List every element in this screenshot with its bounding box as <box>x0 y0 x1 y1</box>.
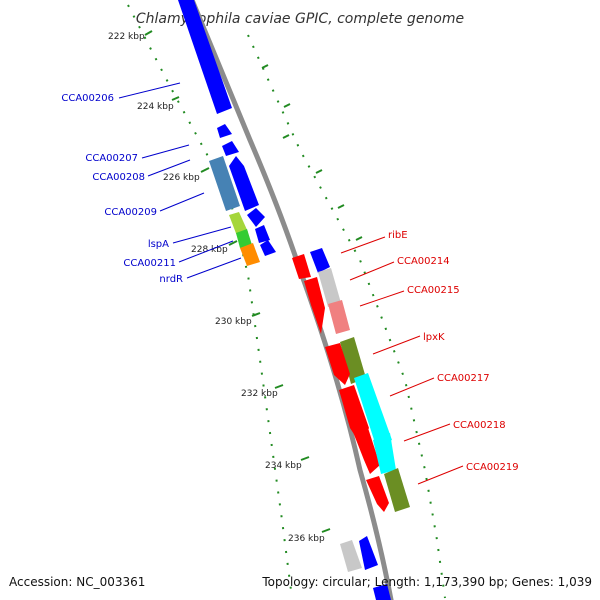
gene-blue-small-3[interactable] <box>260 240 276 256</box>
gene-label-lpxk[interactable]: lpxK <box>423 332 445 343</box>
right-gene-labels: ribE CCA00214 CCA00215 lpxK CCA00217 CCA… <box>340 230 519 485</box>
gene-red-1[interactable] <box>292 254 311 279</box>
gene-cca00211[interactable] <box>236 229 252 248</box>
tick-mark <box>282 134 290 139</box>
gene-blue-small-1[interactable] <box>247 208 265 227</box>
gene-label-cca00211[interactable]: CCA00211 <box>123 258 176 269</box>
tick-mark <box>355 236 363 241</box>
tick-mark <box>171 96 180 101</box>
gene-blue-bottom[interactable] <box>359 536 378 570</box>
outer-ring-left <box>127 4 293 599</box>
tick-label: 226 kbp <box>163 173 200 183</box>
gene-cca00209-b[interactable] <box>229 156 259 211</box>
tick-mark <box>283 103 291 108</box>
gene-cca00209[interactable] <box>209 156 240 211</box>
gene-cca00208[interactable] <box>222 141 239 156</box>
gene-label-cca00215[interactable]: CCA00215 <box>407 285 460 296</box>
gene-label-cca00208[interactable]: CCA00208 <box>92 172 145 183</box>
gene-red-3[interactable] <box>325 343 350 385</box>
tick-label: 230 kbp <box>215 317 252 327</box>
tick-mark <box>144 30 153 36</box>
leader-line <box>359 290 405 307</box>
gene-lspa[interactable] <box>229 212 248 236</box>
tick-mark <box>337 204 345 209</box>
tick-mark <box>321 528 331 533</box>
gene-label-ribe[interactable]: ribE <box>388 230 408 241</box>
map-title: Chlamydophila caviae GPIC, complete geno… <box>136 11 464 27</box>
gene-red-6[interactable] <box>366 476 389 512</box>
leader-line <box>172 226 232 244</box>
leader-line <box>178 240 234 263</box>
gene-cca00218[interactable] <box>373 433 396 474</box>
gene-label-cca00219[interactable]: CCA00219 <box>466 462 519 473</box>
gene-blue-edge[interactable] <box>373 584 391 600</box>
tick-label: 236 kbp <box>288 534 325 544</box>
accession-label: Accession: NC_003361 <box>9 575 145 589</box>
outer-ring-right <box>247 34 446 599</box>
gene-cca00217[interactable] <box>354 373 392 446</box>
leader-line <box>349 261 395 281</box>
tick-mark <box>228 240 238 246</box>
gene-label-cca00214[interactable]: CCA00214 <box>397 256 450 267</box>
gene-ribe[interactable] <box>310 248 330 273</box>
tick-mark <box>251 312 261 317</box>
tick-label: 232 kbp <box>241 389 278 399</box>
gene-cca00219[interactable] <box>384 468 410 512</box>
gene-cca00207[interactable] <box>217 124 232 138</box>
tick-mark <box>315 169 323 174</box>
right-strand-features <box>292 248 410 512</box>
tick-mark <box>261 64 269 69</box>
gene-red-2[interactable] <box>304 277 325 334</box>
tick-mark <box>274 384 284 389</box>
gene-label-cca00209[interactable]: CCA00209 <box>104 207 157 218</box>
gene-gray-bottom[interactable] <box>340 540 362 572</box>
leader-line <box>340 236 386 254</box>
gene-label-nrdr[interactable]: nrdR <box>159 274 183 285</box>
leader-line <box>118 82 181 99</box>
leader-line <box>403 423 451 442</box>
left-gene-labels: CCA00206 CCA00207 CCA00208 CCA00209 lspA… <box>61 82 242 285</box>
gene-label-cca00218[interactable]: CCA00218 <box>453 420 506 431</box>
tick-mark <box>300 456 310 461</box>
gene-cca00214[interactable] <box>318 268 341 307</box>
leader-line <box>141 144 190 159</box>
leader-line <box>147 159 191 177</box>
tick-label: 224 kbp <box>137 102 174 112</box>
genome-summary: Topology: circular; Length: 1,173,390 bp… <box>261 575 592 589</box>
leader-line <box>186 257 242 279</box>
gene-cca00206[interactable] <box>178 0 232 114</box>
gene-nrdr[interactable] <box>240 243 260 266</box>
leader-line <box>159 192 205 212</box>
gene-cca00215[interactable] <box>328 300 350 334</box>
leader-line <box>372 335 421 355</box>
left-strand-features <box>178 0 391 600</box>
gene-red-5[interactable] <box>353 428 380 474</box>
gene-label-cca00207[interactable]: CCA00207 <box>85 153 138 164</box>
tick-label: 234 kbp <box>265 461 302 471</box>
gene-blue-small-2[interactable] <box>255 225 270 243</box>
gene-lpxk[interactable] <box>340 337 366 384</box>
gene-label-lspa[interactable]: lspA <box>148 239 169 250</box>
tick-label: 222 kbp <box>108 32 145 42</box>
leader-line <box>417 465 464 485</box>
gene-label-cca00217[interactable]: CCA00217 <box>437 373 490 384</box>
leader-line <box>389 377 435 397</box>
tick-mark <box>200 167 210 173</box>
gene-label-cca00206[interactable]: CCA00206 <box>61 93 114 104</box>
